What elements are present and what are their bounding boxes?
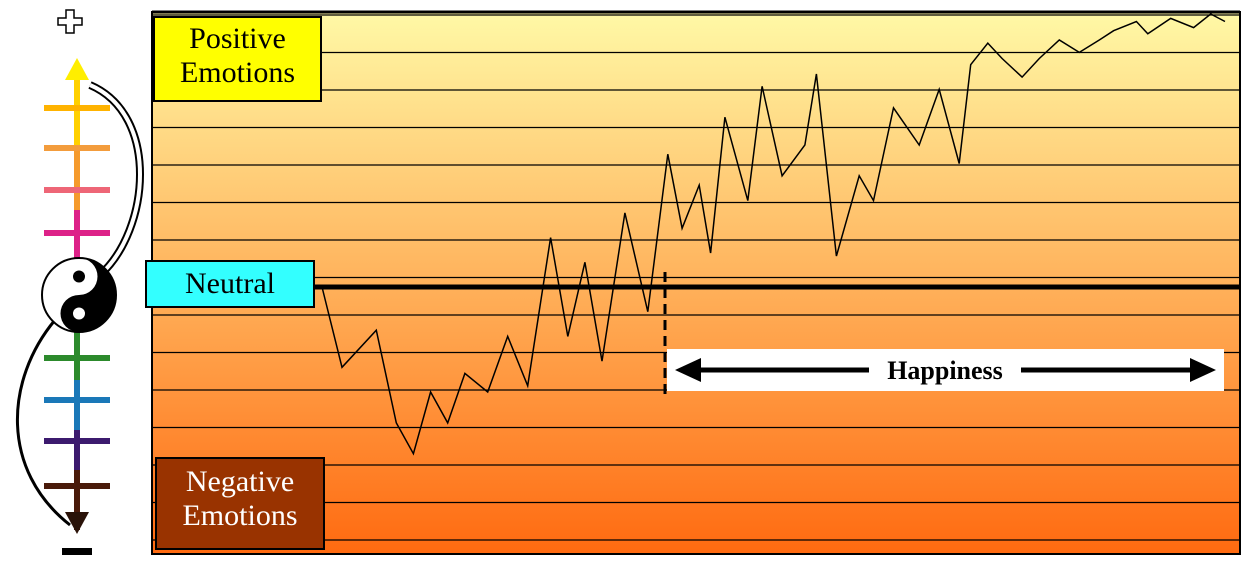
negative-emotions-label: Negative Emotions (155, 457, 325, 550)
scale-tick (44, 438, 110, 444)
scale-ticks (44, 105, 110, 489)
scale-tick (44, 397, 110, 403)
yin-yang-icon (41, 257, 117, 333)
scale-tick (44, 355, 110, 361)
positive-emotions-label: Positive Emotions (153, 16, 322, 102)
minus-icon (62, 548, 92, 555)
left-arrow-icon (675, 358, 701, 382)
scale-tick (44, 145, 110, 151)
emotion-series-line (321, 13, 1226, 456)
scale-tick (44, 105, 110, 111)
plot-background (151, 11, 1241, 555)
scale-tick (44, 187, 110, 193)
scale-tick (44, 483, 110, 489)
neutral-label: Neutral (145, 260, 315, 308)
down-arrow-icon (65, 512, 89, 534)
plus-icon (57, 9, 83, 34)
up-arrow-icon (65, 58, 89, 80)
lower-curved-arrow (15, 319, 71, 527)
scale-tick (44, 230, 110, 236)
right-arrow-icon (1190, 358, 1216, 382)
emotion-scale-graphic (15, 9, 144, 555)
upper-curved-arrow-inner (89, 83, 142, 277)
happiness-label: Happiness (869, 356, 1021, 386)
